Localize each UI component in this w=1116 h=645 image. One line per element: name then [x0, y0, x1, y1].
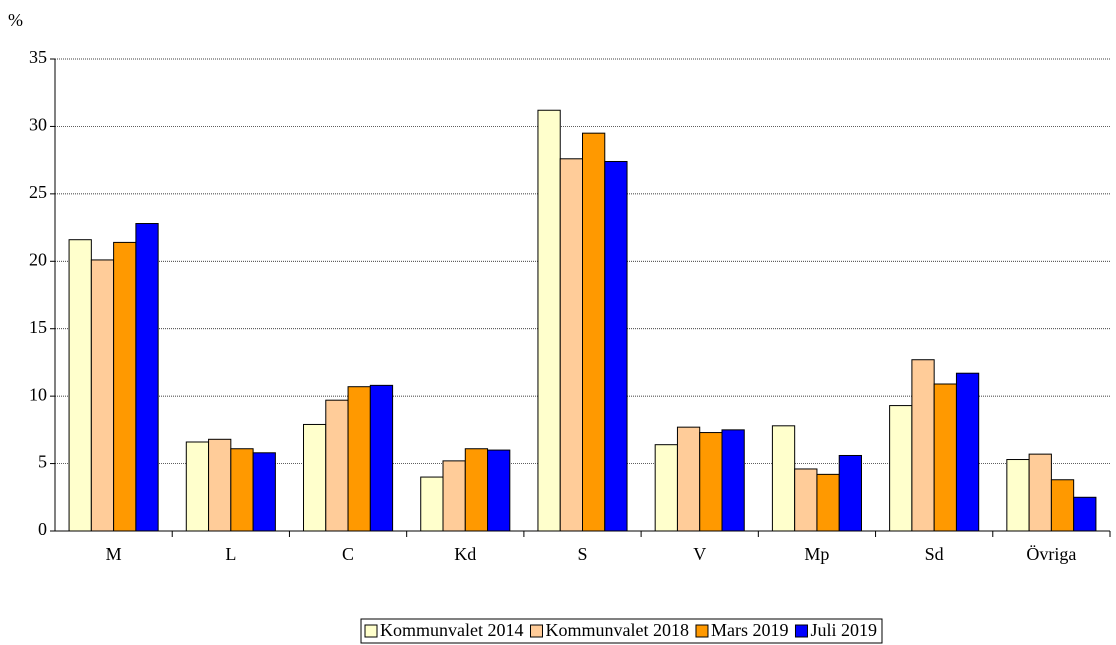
bar: [369, 384, 394, 532]
y-tick-label: 25: [29, 182, 47, 202]
legend-swatch: [529, 624, 543, 638]
bar: [1006, 459, 1030, 532]
bar: [654, 444, 678, 532]
bar: [464, 448, 489, 532]
bar: [252, 452, 276, 532]
bar: [303, 423, 327, 532]
y-tick-label: 0: [38, 519, 47, 539]
y-tick-label: 30: [29, 115, 47, 135]
x-tick-label: Övriga: [1026, 544, 1076, 564]
legend-swatch: [695, 624, 709, 638]
x-tick-label: Kd: [454, 544, 476, 564]
y-axis-label: %: [8, 10, 23, 30]
bar: [582, 132, 606, 532]
y-tick-label: 20: [29, 249, 47, 269]
bar: [1073, 496, 1097, 532]
x-tick-label: C: [342, 544, 354, 564]
bar: [699, 432, 723, 532]
bar: [1028, 453, 1052, 532]
legend-swatch: [364, 624, 378, 638]
bar: [676, 426, 701, 532]
bar: [113, 241, 137, 532]
x-tick-label: L: [225, 544, 236, 564]
bar: [721, 429, 745, 532]
x-tick-label: M: [106, 544, 122, 564]
bar: [933, 383, 957, 532]
bar: [889, 405, 913, 532]
bar: [1050, 479, 1075, 532]
bar: [230, 448, 254, 532]
legend-label: Mars 2019: [711, 620, 789, 640]
legend-label: Kommunvalet 2018: [545, 620, 688, 640]
bar: [955, 372, 980, 532]
x-tick-label: S: [577, 544, 587, 564]
bar: [420, 476, 444, 532]
bar: [911, 359, 935, 532]
bar: [325, 399, 349, 532]
bar: [794, 468, 818, 532]
y-tick-label: 5: [38, 452, 47, 472]
legend-label: Juli 2019: [810, 620, 877, 640]
bar: [442, 460, 466, 532]
x-tick-label: Mp: [804, 544, 829, 564]
y-tick-label: 35: [29, 47, 47, 67]
legend-swatch: [794, 624, 808, 638]
bar: [135, 223, 159, 532]
x-tick-label: V: [693, 544, 706, 564]
bar: [208, 438, 232, 532]
y-tick-label: 10: [29, 384, 47, 404]
bar: [559, 158, 584, 532]
bar: [90, 259, 115, 532]
bar: [771, 425, 796, 532]
bar: [68, 239, 92, 532]
x-tick-label: Sd: [925, 544, 944, 564]
bar: [604, 160, 628, 532]
bar: [816, 473, 840, 532]
legend-label: Kommunvalet 2014: [380, 620, 523, 640]
bar: [347, 386, 371, 532]
bar: [185, 441, 210, 532]
bar: [838, 454, 862, 532]
y-tick-label: 15: [29, 317, 47, 337]
bar: [537, 109, 561, 532]
bar: [487, 449, 511, 532]
